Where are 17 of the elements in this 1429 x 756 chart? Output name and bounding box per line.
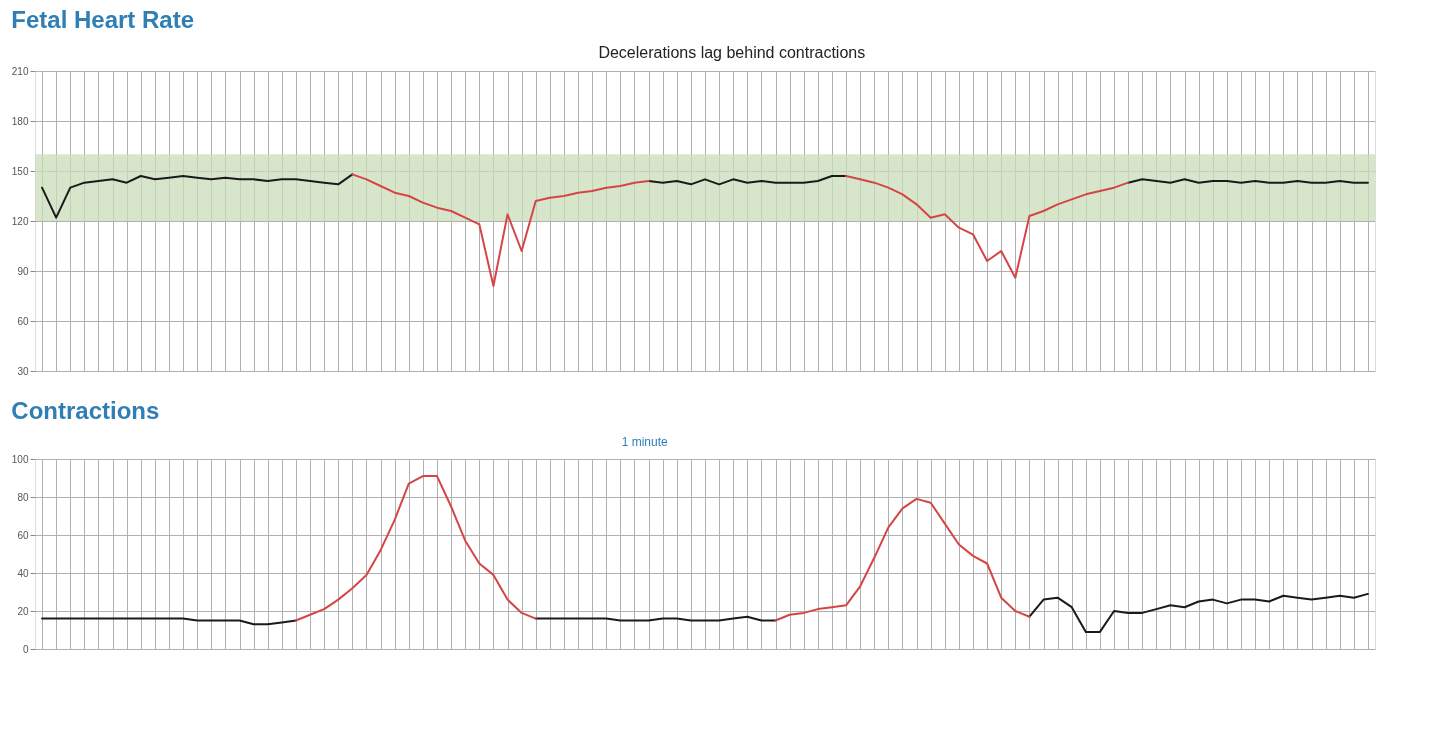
chart-title: Contractions bbox=[11, 397, 160, 424]
y-tick-label: 100 bbox=[11, 453, 29, 465]
y-tick-label: 150 bbox=[11, 165, 29, 177]
text: Decelerations lag behind contractions bbox=[598, 44, 866, 61]
y-tick-label: 80 bbox=[17, 491, 29, 503]
y-tick-label: 20 bbox=[17, 605, 29, 617]
y-tick-label: 0 bbox=[22, 643, 29, 655]
y-tick-label: 60 bbox=[17, 529, 29, 541]
y-tick-label: 210 bbox=[11, 65, 29, 77]
chart-title: Fetal Heart Rate bbox=[11, 6, 195, 33]
y-tick-label: 90 bbox=[17, 265, 29, 277]
text: 1 minute bbox=[621, 435, 669, 449]
y-tick-label: 40 bbox=[17, 567, 29, 579]
y-tick-label: 60 bbox=[17, 315, 29, 327]
y-tick-label: 30 bbox=[17, 365, 29, 377]
y-tick-label: 180 bbox=[11, 115, 29, 127]
y-tick-label: 120 bbox=[11, 215, 29, 227]
